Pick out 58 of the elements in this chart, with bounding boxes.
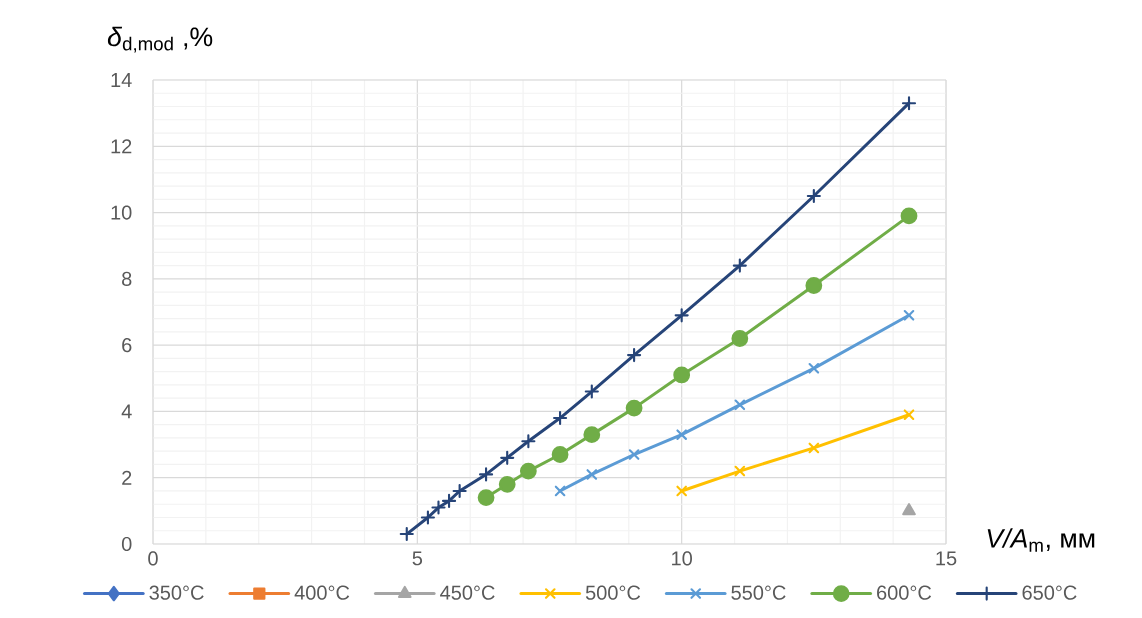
- point: [628, 449, 640, 460]
- x-tick-label: 10: [672, 551, 692, 566]
- y-tick-label: 6: [122, 338, 132, 353]
- x-axis-title: V/A$_{m}$, мм: [987, 528, 1095, 552]
- point: [676, 429, 687, 440]
- point: [627, 348, 642, 363]
- point: [903, 310, 915, 321]
- y-tick-label: 12: [111, 139, 132, 154]
- point: [805, 277, 823, 294]
- point: [521, 434, 536, 449]
- point: [584, 384, 599, 399]
- point: [553, 410, 568, 426]
- y-tick-label: 14: [111, 73, 132, 87]
- y-tick-label: 4: [121, 404, 132, 419]
- point: [674, 308, 689, 323]
- point: [519, 462, 537, 480]
- point: [808, 363, 820, 374]
- legend-label: 400°C: [294, 585, 350, 600]
- y-tick-label: 0: [121, 536, 132, 552]
- legend-label: 350°C: [149, 585, 204, 600]
- x-tick-label: 5: [412, 551, 423, 566]
- point: [431, 500, 446, 515]
- point: [902, 503, 916, 516]
- x-tick-label: 15: [936, 551, 957, 566]
- point: [399, 526, 414, 542]
- x-tick-label: 0: [148, 551, 158, 566]
- point: [583, 426, 601, 444]
- point: [551, 446, 569, 463]
- point: [500, 450, 515, 465]
- legend-label: 550°C: [731, 585, 786, 600]
- point: [808, 442, 820, 454]
- point: [901, 96, 917, 111]
- point: [625, 399, 643, 417]
- y-tick-label: 8: [122, 271, 132, 286]
- point: [900, 207, 918, 225]
- point: [554, 485, 566, 497]
- point: [731, 330, 749, 347]
- legend-label: 450°C: [440, 585, 495, 600]
- point: [673, 366, 691, 384]
- y-axis-title: δ$_{d,mod}$ ,%: [107, 26, 213, 53]
- point: [734, 465, 746, 477]
- legend-label: 600°C: [877, 585, 932, 600]
- point: [477, 489, 495, 507]
- point: [441, 493, 457, 508]
- point: [806, 188, 821, 204]
- legend-label: 650°C: [1022, 585, 1077, 600]
- point: [732, 258, 747, 273]
- point: [420, 510, 435, 525]
- point: [734, 399, 746, 411]
- point: [586, 469, 598, 480]
- legend-label: 500°C: [585, 585, 641, 600]
- point: [903, 409, 915, 421]
- point: [676, 485, 687, 497]
- point: [452, 483, 467, 499]
- y-tick-label: 10: [111, 205, 132, 220]
- point: [498, 475, 516, 493]
- y-tick-label: 2: [122, 470, 132, 485]
- point: [478, 467, 494, 482]
